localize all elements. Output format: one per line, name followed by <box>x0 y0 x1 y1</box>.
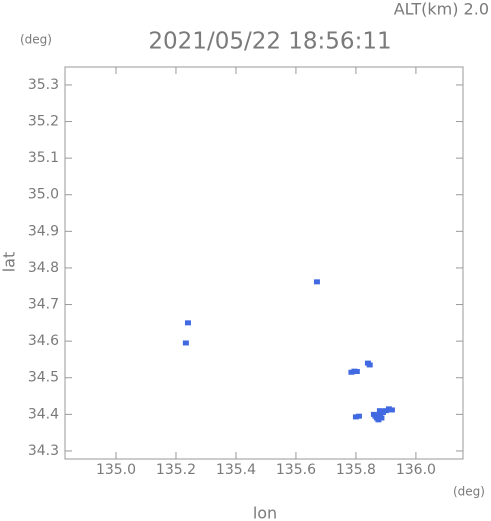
y-axis-label: lat <box>0 252 19 273</box>
echo-point <box>313 279 320 285</box>
y-tick-label: 34.9 <box>28 223 59 239</box>
y-tick-label: 35.2 <box>28 114 59 130</box>
x-unit: (deg) <box>453 485 485 499</box>
x-tick-label: 135.6 <box>276 462 316 478</box>
echo-point <box>388 407 395 413</box>
chart-title: 2021/05/22 18:56:11 <box>148 29 391 55</box>
y-tick-label: 34.4 <box>28 406 59 422</box>
echo-point <box>378 415 385 421</box>
plot-frame <box>64 66 464 460</box>
y-tick-label: 34.8 <box>28 260 59 276</box>
y-tick-label: 35.0 <box>28 187 59 203</box>
x-tick-label: 135.8 <box>336 462 376 478</box>
y-tick-label: 34.6 <box>28 333 59 349</box>
subtitle: ALT(km) 2.0 <box>394 0 489 19</box>
echo-point <box>184 320 191 326</box>
y-tick-label: 34.5 <box>28 370 59 386</box>
echo-point <box>182 340 189 346</box>
y-tick-label: 34.7 <box>28 297 59 313</box>
x-tick-label: 135.2 <box>156 462 196 478</box>
x-tick-label: 135.0 <box>96 462 136 478</box>
y-unit: (deg) <box>20 33 52 47</box>
echo-point <box>366 362 373 368</box>
echo-point <box>355 413 362 419</box>
x-axis-label: lon <box>253 504 277 521</box>
y-tick-label: 34.3 <box>28 443 59 459</box>
y-tick-label: 35.1 <box>28 150 59 166</box>
x-tick-label: 136.0 <box>396 462 436 478</box>
x-tick-label: 135.4 <box>216 462 256 478</box>
y-tick-label: 35.3 <box>28 77 59 93</box>
echo-point <box>353 369 360 375</box>
